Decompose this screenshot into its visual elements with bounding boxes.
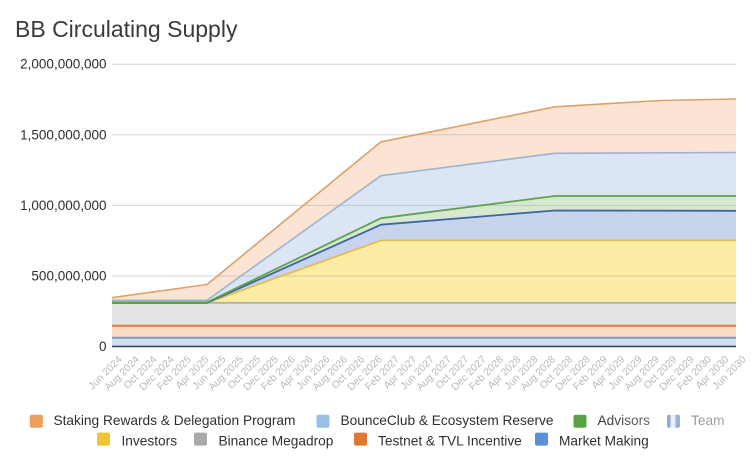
svg-text:Investors: Investors (122, 434, 178, 449)
svg-text:1,000,000,000: 1,000,000,000 (20, 198, 106, 213)
svg-text:Testnet & TVL Incentive: Testnet & TVL Incentive (378, 434, 522, 449)
svg-text:Binance Megadrop: Binance Megadrop (219, 434, 334, 449)
svg-text:2,000,000,000: 2,000,000,000 (20, 57, 106, 72)
svg-text:Market Making: Market Making (559, 434, 649, 449)
svg-text:BounceClub & Ecosystem Reserve: BounceClub & Ecosystem Reserve (341, 413, 554, 428)
svg-text:500,000,000: 500,000,000 (31, 269, 106, 284)
svg-text:Staking Rewards & Delegation P: Staking Rewards & Delegation Program (54, 413, 296, 428)
svg-text:0: 0 (99, 339, 107, 354)
svg-text:BB Circulating Supply: BB Circulating Supply (15, 16, 238, 42)
svg-text:1,500,000,000: 1,500,000,000 (20, 127, 106, 142)
